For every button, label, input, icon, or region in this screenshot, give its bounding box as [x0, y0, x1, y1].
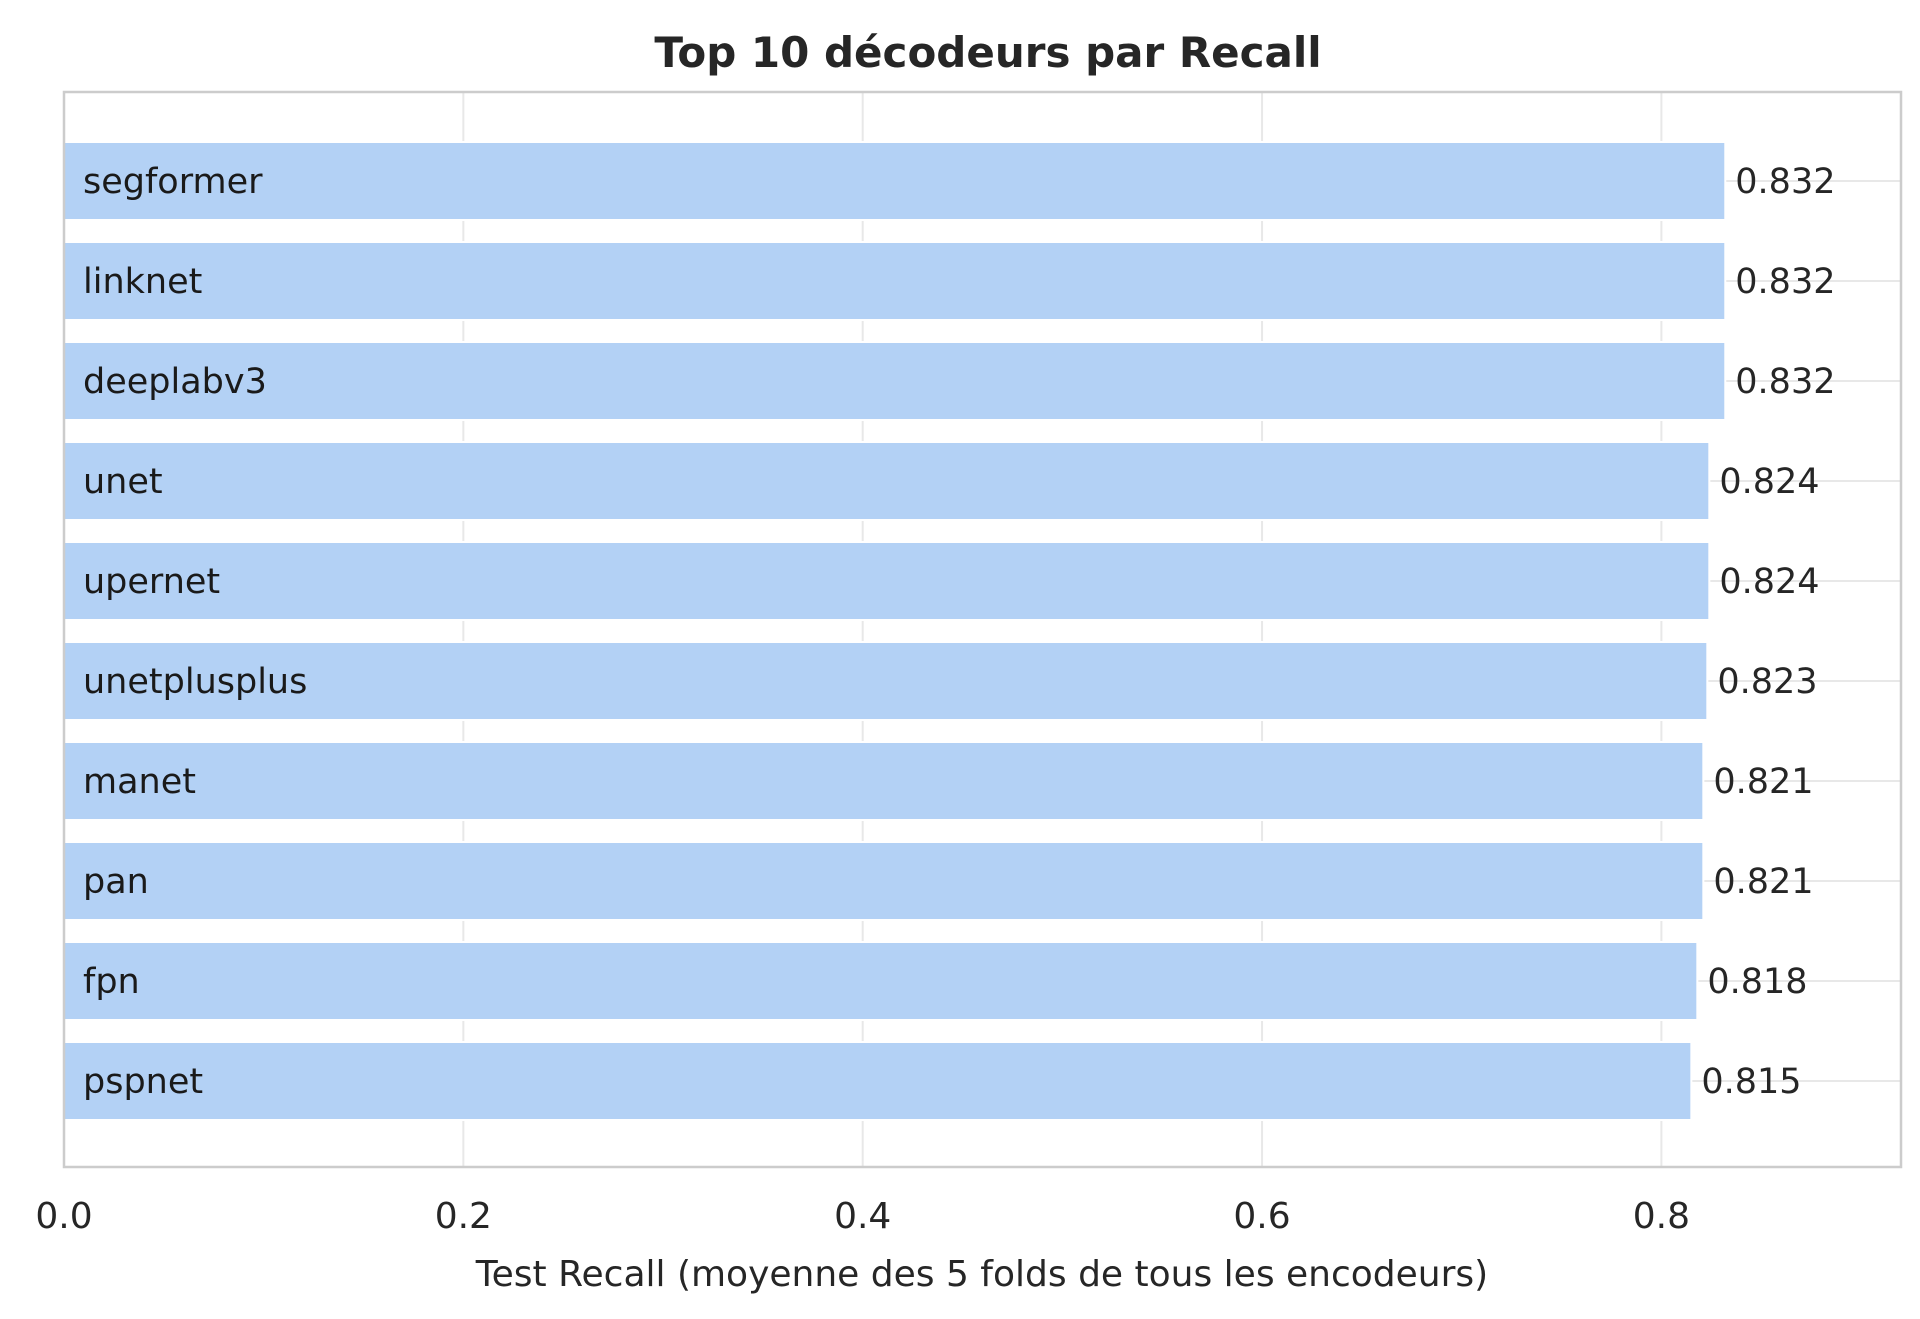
category-label: unet: [83, 462, 163, 502]
bar-unet: [63, 441, 1711, 521]
value-label: 0.832: [1735, 362, 1835, 402]
bar-fpn: [63, 941, 1699, 1021]
bar-pspnet: [63, 1041, 1693, 1121]
chart-title: Top 10 décodeurs par Recall: [654, 28, 1321, 77]
category-label: pan: [83, 862, 149, 902]
x-tick-label: 0.6: [1233, 1196, 1290, 1237]
bar-manet: [63, 741, 1705, 821]
x-axis-label: Test Recall (moyenne des 5 folds de tous…: [475, 1254, 1488, 1295]
category-label: segformer: [83, 162, 263, 202]
value-label: 0.824: [1719, 462, 1819, 502]
value-label: 0.823: [1717, 662, 1817, 702]
bar-deeplabv3: [63, 341, 1727, 421]
value-label: 0.821: [1713, 862, 1813, 902]
plot-frame: [62, 90, 1903, 1169]
value-label: 0.821: [1713, 762, 1813, 802]
bars: segformer 0.832 linknet 0.832 deeplabv3 0.832…: [63, 141, 1835, 1121]
x-tick-label: 0.8: [1633, 1196, 1690, 1237]
category-label: manet: [83, 762, 196, 802]
x-axis-ticks: 0.0 0.2 0.4 0.6 0.8: [35, 1196, 1690, 1237]
x-tick-label: 0.0: [35, 1196, 92, 1237]
value-label: 0.832: [1735, 262, 1835, 302]
bar-pan: [63, 841, 1705, 921]
bar-unetplusplus: [63, 641, 1709, 721]
category-label: fpn: [83, 962, 140, 1002]
x-tick-label: 0.4: [834, 1196, 891, 1237]
x-tick-label: 0.2: [435, 1196, 492, 1237]
bar-linknet: [63, 241, 1727, 321]
value-label: 0.815: [1701, 1062, 1801, 1102]
category-label: unetplusplus: [83, 662, 307, 702]
bar-upernet: [63, 541, 1711, 621]
bar-segformer: [63, 141, 1727, 221]
value-label: 0.832: [1735, 162, 1835, 202]
category-label: linknet: [83, 262, 202, 302]
value-label: 0.818: [1707, 962, 1807, 1002]
category-label: upernet: [83, 562, 220, 602]
value-label: 0.824: [1719, 562, 1819, 602]
category-label: pspnet: [83, 1062, 203, 1102]
category-label: deeplabv3: [83, 362, 267, 402]
